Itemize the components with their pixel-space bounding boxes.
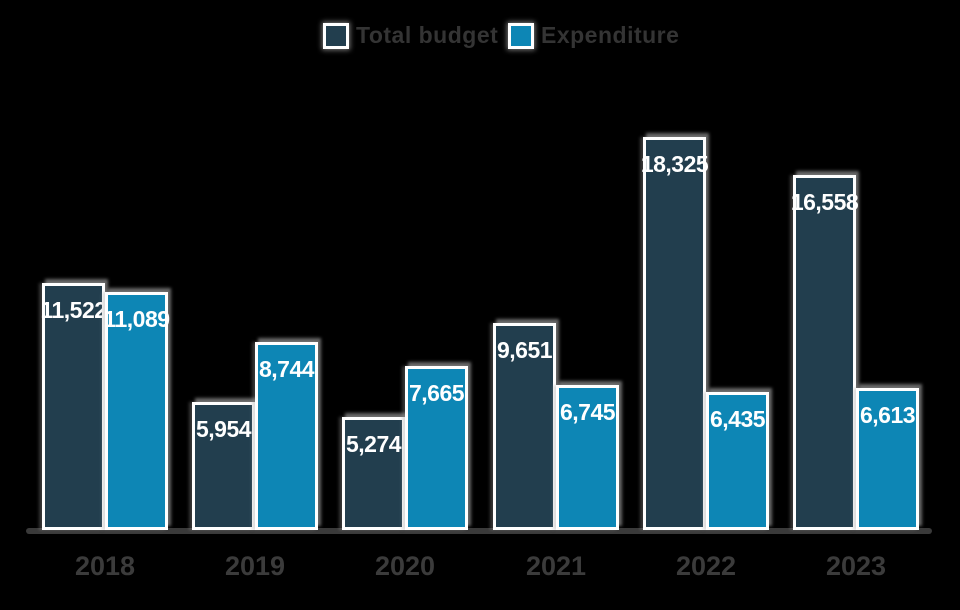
bar-total-budget-2019: 5,954 (192, 402, 255, 530)
legend-label-series1: Total budget (356, 22, 499, 48)
x-axis-line (26, 528, 932, 534)
bar-value-label: 6,745 (559, 399, 616, 425)
x-axis-label-2023: 2023 (825, 551, 887, 581)
legend-swatch-series1 (323, 22, 349, 49)
bar-total-budget-2020: 5,274 (342, 417, 405, 530)
bar-value-label: 5,954 (195, 416, 252, 442)
bar-value-label: 9,651 (496, 337, 553, 363)
bar-value-label: 6,435 (709, 406, 766, 432)
bar-total-budget-2021: 9,651 (493, 323, 556, 530)
x-axis-label-2021: 2021 (525, 551, 587, 581)
bar-value-label: 11,089 (103, 306, 170, 332)
legend-item-series2: Expenditure (508, 22, 679, 49)
x-axis-label-2018: 2018 (74, 551, 136, 581)
x-axis-label-2022: 2022 (675, 551, 737, 581)
bar-expenditure-2023: 6,613 (856, 388, 919, 530)
bar-value-label: 18,325 (640, 151, 709, 177)
bar-value-label: 11,522 (40, 297, 107, 323)
x-axis-label-2019: 2019 (224, 551, 286, 581)
bar-value-label: 5,274 (345, 431, 402, 457)
bar-expenditure-2021: 6,745 (556, 385, 619, 530)
bar-value-label: 7,665 (408, 380, 465, 406)
bar-value-label: 6,613 (859, 402, 916, 428)
bar-total-budget-2022: 18,325 (640, 137, 709, 530)
bar-value-label: 8,744 (258, 356, 315, 382)
bar-value-label: 16,558 (790, 189, 859, 215)
bar-expenditure-2019: 8,744 (255, 342, 318, 530)
bar-expenditure-2020: 7,665 (405, 366, 468, 530)
bar-expenditure-2018: 11,089 (103, 292, 170, 530)
legend-item-series1: Total budget (323, 22, 498, 49)
bar-total-budget-2023: 16,558 (790, 175, 859, 530)
legend-swatch-series2 (508, 22, 534, 49)
legend-label-series2: Expenditure (541, 22, 680, 48)
x-axis-label-2020: 2020 (374, 551, 436, 581)
bar-total-budget-2018: 11,522 (40, 283, 107, 530)
bar-expenditure-2022: 6,435 (706, 392, 769, 530)
